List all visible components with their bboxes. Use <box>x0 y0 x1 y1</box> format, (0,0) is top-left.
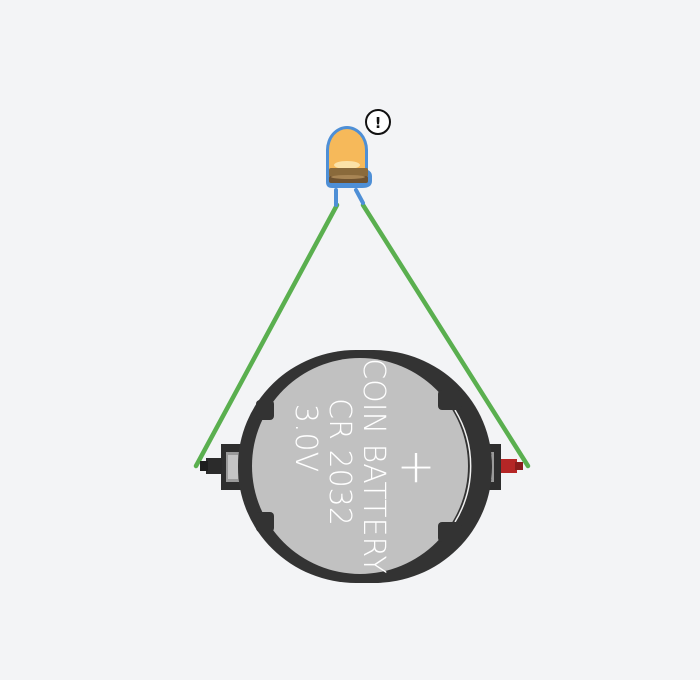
warning-symbol: ! <box>375 114 382 132</box>
coin-cell <box>252 358 468 574</box>
wires <box>193 202 531 469</box>
led-base <box>329 168 368 177</box>
wire-right[interactable] <box>360 202 531 469</box>
led-leg-anode <box>354 188 365 205</box>
cell-rim <box>454 409 472 523</box>
battery-label-line3: 3.0V <box>288 404 323 472</box>
retaining-clips <box>256 390 462 542</box>
battery-label-line1: COIN BATTERY <box>356 358 391 574</box>
battery-label-line2: CR 2032 <box>322 398 357 526</box>
led-base-highlight <box>331 175 365 179</box>
battery-label-group: COIN BATTERY CR 2032 3.0V <box>288 358 391 574</box>
plus-sign: + <box>397 439 436 493</box>
led-dome <box>329 129 365 170</box>
wire-left[interactable] <box>193 202 340 469</box>
led-glow <box>334 161 360 169</box>
warning-icon[interactable]: ! <box>365 109 391 135</box>
led[interactable]: ! <box>326 109 391 207</box>
coin-battery[interactable]: + COIN BATTERY CR 2032 3.0V <box>200 350 523 583</box>
